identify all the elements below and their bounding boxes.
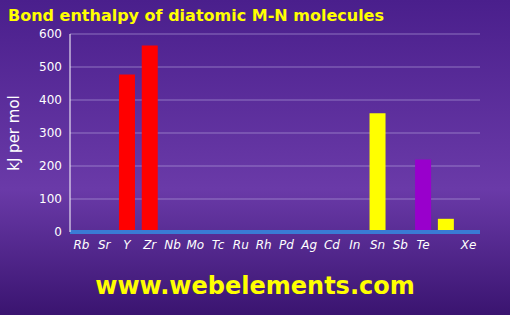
svg-text:Y: Y <box>123 238 132 252</box>
html-text:www.webelements.com: www.webelements.com <box>95 272 415 300</box>
svg-text:100: 100 <box>39 192 62 206</box>
svg-text:Xe: Xe <box>460 238 477 252</box>
svg-text:Te: Te <box>416 238 429 252</box>
svg-text:Rh: Rh <box>256 238 272 252</box>
svg-text:Ag: Ag <box>300 238 317 252</box>
svg-text:Nb: Nb <box>164 238 181 252</box>
svg-text:400: 400 <box>39 93 62 107</box>
svg-text:In: In <box>349 238 360 252</box>
svg-text:Mo: Mo <box>186 238 204 252</box>
svg-text:Sn: Sn <box>370 238 385 252</box>
svg-text:Cd: Cd <box>324 238 340 252</box>
svg-text:300: 300 <box>39 126 62 140</box>
svg-text:600: 600 <box>39 27 62 41</box>
svg-text:Sb: Sb <box>393 238 409 252</box>
svg-text:Sr: Sr <box>98 238 112 252</box>
svg-text:Tc: Tc <box>212 238 225 252</box>
svg-text:Rb: Rb <box>73 238 89 252</box>
html-text:Bond enthalpy of diatomic M-N: Bond enthalpy of diatomic M-N molecules <box>8 6 384 25</box>
svg-text:Pd: Pd <box>279 238 294 252</box>
svg-text:Zr: Zr <box>142 238 157 252</box>
svg-text:0: 0 <box>54 225 62 239</box>
svg-text:200: 200 <box>39 159 62 173</box>
svg-text:500: 500 <box>39 60 62 74</box>
svg-text:Ru: Ru <box>233 238 249 252</box>
svg-text:kJ per mol: kJ per mol <box>8 95 23 171</box>
